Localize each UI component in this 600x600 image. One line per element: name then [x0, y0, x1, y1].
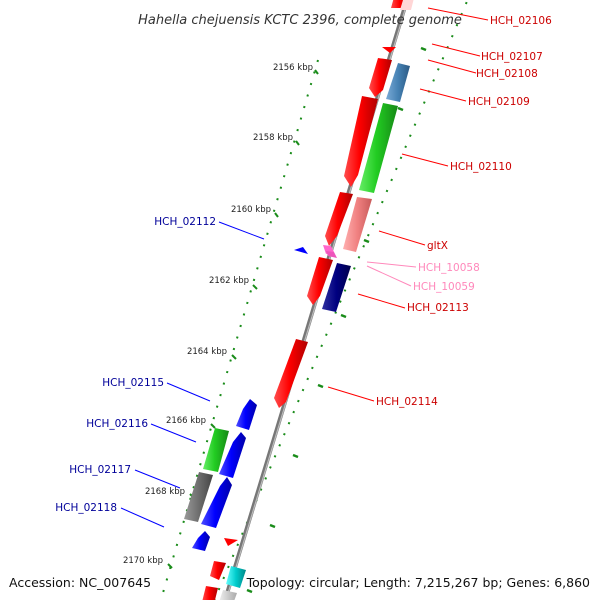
label-leaders-forward: [327, 7, 489, 402]
scale-tick-2170: 2170 kbp: [123, 556, 163, 566]
gene-HCH_02116[interactable]: [203, 428, 229, 472]
scale-tick-2162: 2162 kbp: [209, 276, 249, 286]
label-HCH_02116[interactable]: HCH_02116: [86, 418, 148, 430]
label-leaders-rna: [366, 261, 417, 287]
label-HCH_02114[interactable]: HCH_02114: [376, 396, 438, 408]
gene-HCH_02106[interactable]: [391, 0, 416, 10]
gene-cyan-bottom[interactable]: [226, 566, 246, 588]
label-HCH_02106[interactable]: HCH_02106: [490, 15, 552, 27]
gene-red-bottom[interactable]: [210, 561, 226, 580]
gene-HCH_02115[interactable]: [236, 399, 257, 430]
gene-red-edge[interactable]: [202, 586, 218, 600]
label-gltX[interactable]: gltX: [427, 240, 448, 252]
scale-tick-2164: 2164 kbp: [187, 347, 227, 357]
gene-HCH_02117b[interactable]: [201, 477, 232, 528]
gene-HCH_02113-red[interactable]: [307, 257, 333, 305]
genome-summary-text: Topology: circular; Length: 7,215,267 bp…: [246, 575, 590, 590]
scale-tick-marks: [167, 69, 319, 569]
scale-tick-2158: 2158 kbp: [253, 133, 293, 143]
gene-light-edge[interactable]: [219, 590, 237, 600]
gene-HCH_02117[interactable]: [184, 472, 213, 522]
scale-tick-2160: 2160 kbp: [231, 205, 271, 215]
label-HCH_10058[interactable]: HCH_10058: [418, 262, 480, 274]
gene-HCH_02112[interactable]: [294, 247, 308, 254]
reverse-gene-labels: HCH_02112 HCH_02115 HCH_02116 HCH_02117 …: [55, 216, 216, 514]
label-HCH_02118[interactable]: HCH_02118: [55, 502, 117, 514]
scale-tick-2168: 2168 kbp: [145, 487, 185, 497]
gene-HCH_02108[interactable]: [369, 58, 392, 97]
label-HCH_02107[interactable]: HCH_02107: [481, 51, 543, 63]
gene-HCH_02116b[interactable]: [219, 432, 246, 478]
label-HCH_02117[interactable]: HCH_02117: [69, 464, 131, 476]
map-title: Hahella chejuensis KCTC 2396, complete g…: [138, 13, 462, 28]
accession-text: Accession: NC_007645: [9, 575, 151, 590]
label-HCH_02109[interactable]: HCH_02109: [468, 96, 530, 108]
gene-HCH_02110-left[interactable]: [344, 96, 378, 187]
gene-HCH_10059[interactable]: [326, 251, 337, 258]
dotted-track-outer: [213, 0, 469, 600]
label-HCH_02115[interactable]: HCH_02115: [102, 377, 164, 389]
gene-red-marker-lower[interactable]: [224, 538, 238, 546]
label-leaders-reverse: [120, 221, 265, 528]
label-HCH_02108[interactable]: HCH_02108: [476, 68, 538, 80]
forward-gene-labels: HCH_02106 HCH_02107 HCH_02108 HCH_02109 …: [376, 15, 552, 408]
gene-HCH_02113[interactable]: [322, 263, 351, 312]
gene-gltX-red[interactable]: [325, 192, 353, 246]
gene-HCH_02107[interactable]: [382, 47, 396, 53]
gene-gltX[interactable]: [343, 197, 372, 252]
gene-HCH_02114[interactable]: [274, 339, 308, 408]
gene-HCH_02118[interactable]: [192, 531, 210, 551]
label-HCH_02113[interactable]: HCH_02113: [407, 302, 469, 314]
scale-tick-2156: 2156 kbp: [273, 63, 313, 73]
dotted-track-inner: [159, 59, 319, 600]
gene-HCH_02109[interactable]: [386, 63, 410, 102]
outer-track-ticks: [246, 46, 427, 594]
gene-HCH_02110[interactable]: [359, 103, 398, 193]
rna-gene-labels: HCH_10058 HCH_10059: [413, 262, 480, 293]
label-HCH_02112[interactable]: HCH_02112: [154, 216, 216, 228]
label-HCH_02110[interactable]: HCH_02110: [450, 161, 512, 173]
scale-tick-2166: 2166 kbp: [166, 416, 206, 426]
label-HCH_10059[interactable]: HCH_10059: [413, 281, 475, 293]
